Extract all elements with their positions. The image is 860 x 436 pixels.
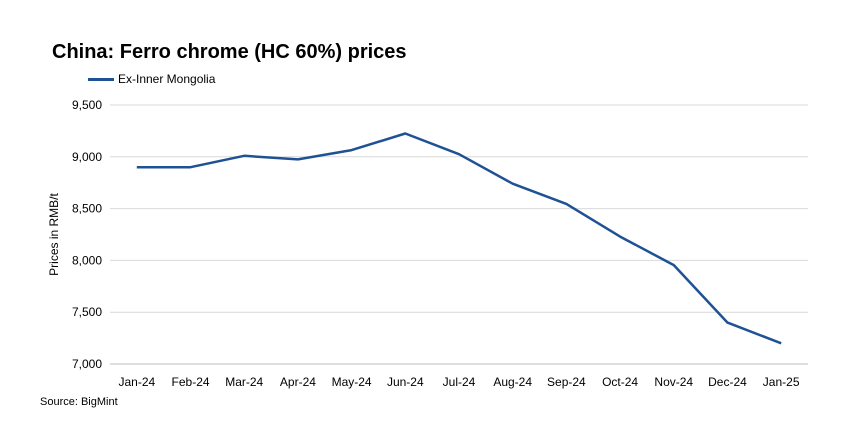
y-axis-label: Prices in RMB/t	[47, 192, 61, 275]
legend: Ex-Inner Mongolia	[88, 72, 215, 86]
y-tick-label: 8,000	[72, 253, 102, 267]
x-tick-label: Aug-24	[493, 375, 532, 389]
x-tick-label: Dec-24	[708, 375, 747, 389]
source-note: Source: BigMint	[40, 396, 118, 408]
x-tick-label: Nov-24	[654, 375, 693, 389]
x-tick-label: Sep-24	[547, 375, 586, 389]
x-tick-label: Jan-24	[118, 375, 155, 389]
x-tick-label: Feb-24	[172, 375, 210, 389]
series-line	[136, 132, 782, 345]
x-tick-label: Jun-24	[387, 375, 424, 389]
x-tick-label: Mar-24	[225, 375, 263, 389]
legend-swatch	[88, 78, 114, 81]
legend-label: Ex-Inner Mongolia	[118, 72, 216, 86]
x-tick-label: May-24	[332, 375, 372, 389]
y-tick-label: 8,500	[72, 202, 102, 216]
y-tick-label: 9,500	[72, 98, 102, 112]
x-tick-label: Apr-24	[280, 375, 316, 389]
y-tick-label: 7,500	[72, 305, 102, 319]
x-tick-label: Oct-24	[602, 375, 638, 389]
chart-title: China: Ferro chrome (HC 60%) prices	[52, 41, 407, 63]
x-tick-label: Jan-25	[763, 375, 800, 389]
y-tick-label: 7,000	[72, 357, 102, 371]
x-tick-label: Jul-24	[443, 375, 476, 389]
y-tick-label: 9,000	[72, 150, 102, 164]
